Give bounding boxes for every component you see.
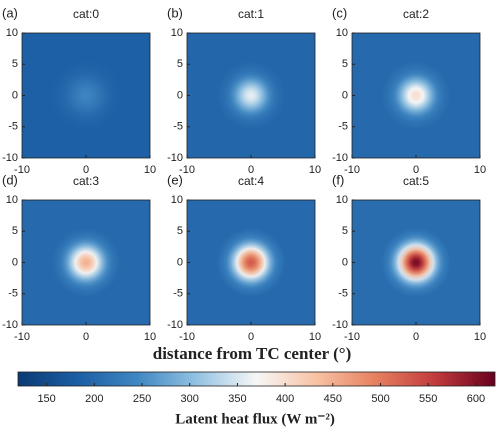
panel-title: cat:5 [403,174,429,188]
y-tick-label: 0 [177,89,183,101]
y-tick-label: -5 [173,288,183,300]
y-tick-label: 5 [177,58,183,70]
y-tick-label: 10 [6,194,18,206]
y-tick-label: -5 [338,121,348,133]
y-tick-label: 5 [12,58,18,70]
colorbar-tick-label: 250 [133,393,151,405]
y-tick-label: -5 [173,121,183,133]
y-tick-label: 0 [12,256,18,268]
y-tick-label: -10 [332,152,348,164]
x-tick-label: 0 [413,331,419,343]
panel-label: (f) [332,172,344,187]
y-tick-label: -10 [167,152,183,164]
colorbar-tick-label: 500 [371,393,389,405]
y-tick-label: -5 [8,121,18,133]
x-tick-label: 0 [83,331,89,343]
colorbar-tick-label: 150 [37,393,55,405]
x-tick-label: 10 [309,331,321,343]
panel-label: (e) [167,172,183,187]
y-tick-label: 10 [6,27,18,39]
y-tick-label: 0 [12,89,18,101]
panel-title: cat:1 [238,7,264,21]
panel-title: cat:2 [403,7,429,21]
x-tick-label: 0 [248,164,254,176]
x-tick-label: -10 [179,164,195,176]
y-tick-label: 5 [12,225,18,237]
x-tick-label: 10 [474,164,486,176]
colorbar [17,371,496,387]
panel-label: (d) [2,172,18,187]
y-tick-label: -10 [2,152,18,164]
colorbar-tick-label: 350 [228,393,246,405]
panel-title: cat:3 [73,174,99,188]
colorbar-tick-label: 200 [85,393,103,405]
y-tick-label: 0 [177,256,183,268]
x-tick-label: 10 [144,164,156,176]
heatmap-peak [380,60,452,131]
x-axis-label: distance from TC center (°) [153,344,351,363]
colorbar-label: Latent heat flux (W m⁻²) [175,411,335,427]
colorbar-tick-label: 450 [324,393,342,405]
colorbar-tick-label: 600 [467,393,485,405]
x-tick-label: 10 [144,331,156,343]
heatmap-peak [47,57,125,134]
x-tick-label: -10 [344,331,360,343]
y-tick-label: -5 [8,288,18,300]
x-tick-label: -10 [14,164,30,176]
y-tick-label: -10 [332,319,348,331]
y-tick-label: 10 [171,194,183,206]
x-tick-label: 0 [83,164,89,176]
y-tick-label: 5 [342,225,348,237]
panel-title: cat:4 [238,174,264,188]
x-tick-label: 10 [474,331,486,343]
x-tick-label: 0 [413,164,419,176]
y-tick-label: 10 [171,27,183,39]
x-tick-label: -10 [179,331,195,343]
heatmap-peak [50,227,122,298]
x-tick-label: -10 [344,164,360,176]
panel-label: (b) [167,5,183,20]
y-tick-label: -5 [338,288,348,300]
colorbar-tick-label: 550 [419,393,437,405]
x-tick-label: 10 [309,164,321,176]
panel-title: cat:0 [73,7,99,21]
panel-label: (a) [2,5,18,20]
x-tick-label: 0 [248,331,254,343]
panel-label: (c) [332,5,347,20]
heatmap-peak [215,227,287,298]
y-tick-label: -10 [2,319,18,331]
y-tick-label: 0 [342,89,348,101]
y-tick-label: 0 [342,256,348,268]
colorbar-tick-label: 400 [276,393,294,405]
heatmap-peak [215,60,287,131]
y-tick-label: 5 [342,58,348,70]
y-tick-label: 10 [336,27,348,39]
y-tick-label: 10 [336,194,348,206]
x-tick-label: -10 [14,331,30,343]
y-tick-label: -10 [167,319,183,331]
y-tick-label: 5 [177,225,183,237]
heatmap-peak [380,227,452,298]
colorbar-tick-label: 300 [181,393,199,405]
